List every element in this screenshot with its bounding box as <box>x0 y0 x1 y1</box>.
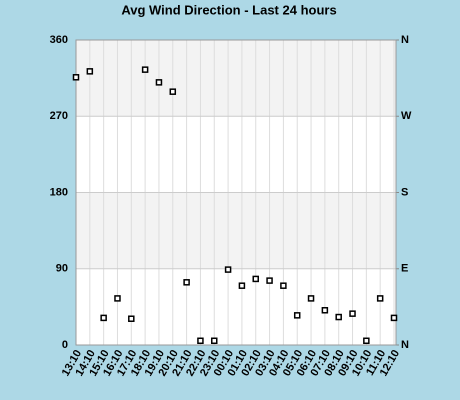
point <box>349 310 356 317</box>
plot-border <box>75 39 397 346</box>
point <box>307 295 315 302</box>
y2-tick-label: E <box>401 263 408 275</box>
point <box>280 282 287 289</box>
point <box>128 315 135 322</box>
y-tick-label: 360 <box>50 34 68 46</box>
point <box>86 68 94 75</box>
band <box>76 192 396 269</box>
y2-tick-label: N <box>401 34 409 46</box>
point <box>169 88 177 95</box>
band <box>76 40 396 117</box>
y-tick-label: 270 <box>50 110 68 122</box>
point <box>211 337 218 345</box>
y2-tick-label: N <box>401 339 409 351</box>
chart-title: Avg Wind Direction - Last 24 hours <box>121 2 336 17</box>
y-tick-label: 90 <box>56 263 68 275</box>
y2-tick-label: W <box>401 110 412 122</box>
point <box>293 312 301 319</box>
point <box>72 74 80 81</box>
point <box>114 295 121 302</box>
point <box>100 314 107 322</box>
point <box>390 314 398 322</box>
point <box>141 66 149 73</box>
point <box>183 279 190 286</box>
point <box>363 337 370 345</box>
point <box>335 313 342 321</box>
point <box>224 266 232 273</box>
y-tick-label: 180 <box>50 186 68 198</box>
y-tick-label: 0 <box>62 339 68 351</box>
point <box>266 277 273 284</box>
point <box>197 337 204 345</box>
point <box>376 295 384 302</box>
point <box>238 282 246 289</box>
point <box>321 307 329 314</box>
point <box>155 79 163 86</box>
y2-tick-label: S <box>401 186 408 198</box>
point <box>252 275 259 283</box>
